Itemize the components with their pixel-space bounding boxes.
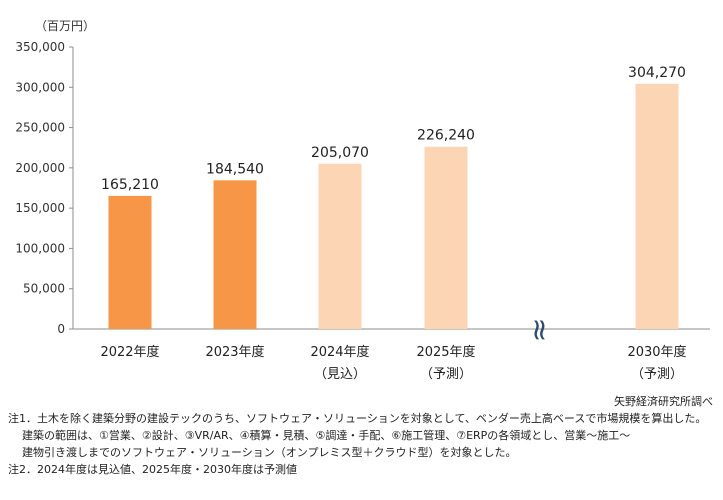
bar-2023年度 — [213, 180, 257, 329]
market-size-bar-chart: （百万円） 0 50,000 100,000 150,000 200,000 250,00… — [15, 19, 710, 382]
y-tick-label: 200,000 — [15, 161, 65, 175]
y-tick-label: 300,000 — [15, 80, 65, 94]
x-category-label: 2022年度 — [100, 344, 159, 360]
bar-2030年度 — [635, 83, 679, 330]
source-credit: 矢野経済研究所調べ — [614, 395, 713, 408]
y-tick-label: 50,000 — [23, 282, 65, 296]
bar-series — [108, 83, 679, 330]
x-category-label: 2025年度 — [416, 344, 475, 360]
bar-2025年度 — [424, 146, 468, 329]
footnote-line: 注1．土木を除く建築分野の建設テックのうち、ソフトウェア・ソリューションを対象と… — [8, 412, 707, 425]
y-tick-label: 0 — [57, 322, 65, 336]
x-category-sublabel: （予測） — [631, 367, 683, 382]
footnotes: 注1．土木を除く建築分野の建設テックのうち、ソフトウェア・ソリューションを対象と… — [8, 410, 720, 478]
data-label: 304,270 — [628, 65, 686, 81]
data-label: 226,240 — [417, 128, 475, 144]
y-tick-label: 250,000 — [15, 121, 65, 135]
x-category-label: 2030年度 — [627, 344, 686, 360]
x-category-sublabel: （予測） — [420, 367, 472, 382]
x-category-sublabel: （見込） — [314, 367, 366, 382]
x-category-label: 2024年度 — [310, 344, 369, 360]
y-tick-label: 350,000 — [15, 40, 65, 54]
y-tick-label: 150,000 — [15, 201, 65, 215]
data-label: 184,540 — [206, 161, 264, 177]
footnote-line: 注2．2024年度は見込値、2025年度・2030年度は予測値 — [8, 463, 297, 476]
y-tick-label: 100,000 — [15, 241, 65, 255]
footnote-line: 建物引き渡しまでのソフトウェア・ソリューション（オンプレミス型＋クラウド型）を対… — [22, 446, 517, 459]
bar-2024年度 — [318, 163, 362, 329]
data-label: 165,210 — [101, 177, 159, 193]
data-label: 205,070 — [311, 145, 369, 161]
category-labels: 2022年度 2023年度 2024年度 （見込） 2025年度 （予測） 2030年度 （予… — [100, 344, 686, 382]
y-axis: 0 50,000 100,000 150,000 200,000 250,000 300,0… — [15, 40, 710, 336]
data-labels: 165,210 184,540 205,070 226,240 304,270 — [101, 65, 686, 193]
bar-2022年度 — [108, 195, 152, 329]
x-category-label: 2023年度 — [205, 344, 264, 360]
footnote-line: 建築の範囲は、①営業、②設計、③VR/AR、④積算・見積、⑤調達・手配、⑥施工管… — [22, 429, 631, 442]
axis-break-symbol: ≈ — [522, 317, 557, 342]
y-axis-unit-label: （百万円） — [35, 19, 95, 33]
